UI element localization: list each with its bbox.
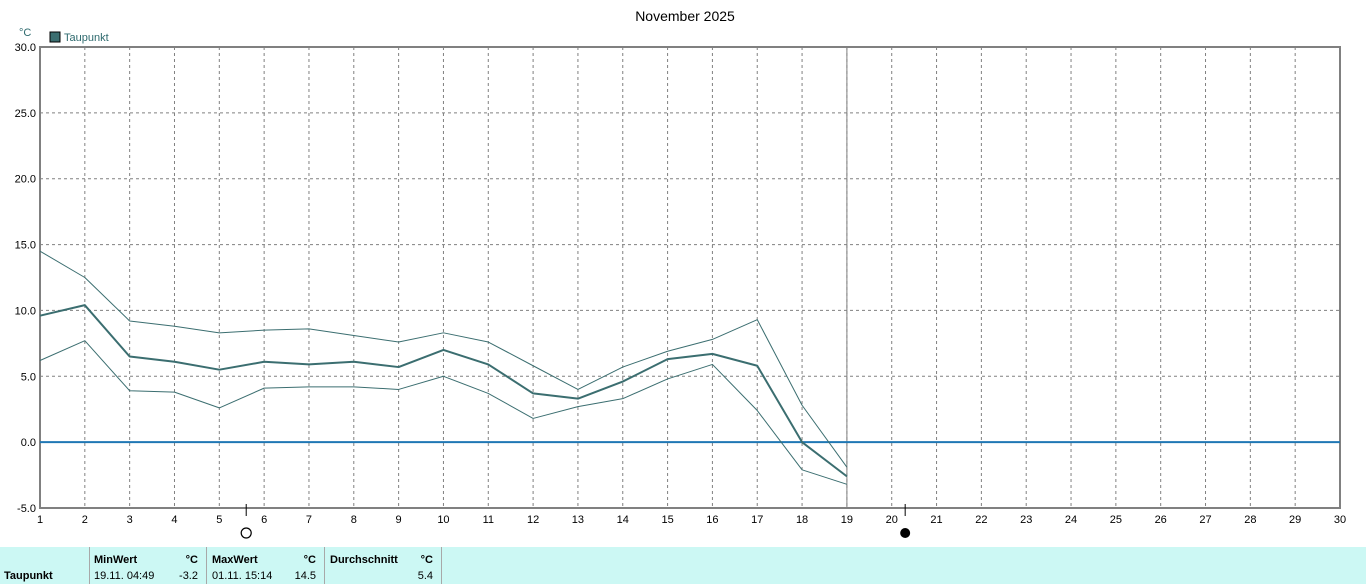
stats-max-cell: MaxWert °C 01.11. 15:14 14.5: [207, 547, 325, 584]
x-tick-label: 22: [975, 514, 987, 526]
y-tick-label: 25.0: [15, 108, 36, 120]
y-axis-unit: °C: [19, 27, 31, 39]
x-tick-label: 16: [706, 514, 718, 526]
plot-frame: [39, 46, 1341, 509]
x-tick-label: 10: [437, 514, 449, 526]
x-tick-label: 26: [1155, 514, 1167, 526]
x-tick-label: 12: [527, 514, 539, 526]
stats-bar: Taupunkt MinWert °C 19.11. 04:49 -3.2 Ma…: [0, 547, 1366, 584]
x-tick-label: 6: [261, 514, 267, 526]
new-moon-icon: [900, 528, 911, 538]
series-line-mean: [39, 304, 848, 478]
x-tick-label: 30: [1334, 514, 1346, 526]
y-tick-label: 20.0: [15, 174, 36, 186]
x-tick-label: 14: [617, 514, 629, 526]
stats-row-label-cell: Taupunkt: [0, 547, 90, 584]
legend-label: Taupunkt: [64, 32, 109, 44]
stats-max-datetime: 01.11. 15:14: [212, 570, 273, 582]
legend-swatch: [49, 31, 61, 43]
y-tick-label: 10.0: [15, 305, 36, 317]
grid: [40, 47, 1340, 508]
stats-avg-cell: Durchschnitt °C 5.4: [325, 547, 442, 584]
stats-min-unit: °C: [185, 554, 198, 566]
x-tick-label: 19: [841, 514, 853, 526]
y-tick-label: 15.0: [15, 240, 36, 252]
x-tick-label: 27: [1199, 514, 1211, 526]
dewpoint-chart: November 2025 °C Taupunkt 1 2 3 4 5 6 7 8 9 10 11 1…: [15, 8, 1347, 539]
series-line-min: [39, 340, 848, 485]
x-tick-label: 2: [82, 514, 88, 526]
stats-max-value: 14.5: [294, 570, 316, 582]
x-tick-label: 17: [751, 514, 763, 526]
x-tick-label: 1: [37, 514, 43, 526]
y-tick-label: 30.0: [15, 42, 36, 54]
y-tick-label: 0.0: [21, 437, 36, 449]
x-tick-label: 24: [1065, 514, 1077, 526]
x-tick-label: 29: [1289, 514, 1301, 526]
series-line-max: [39, 250, 848, 468]
stats-min-value: -3.2: [179, 570, 198, 582]
stats-max-header: MaxWert: [212, 554, 258, 566]
y-tick-label: 5.0: [21, 371, 36, 383]
x-tick-label: 4: [171, 514, 177, 526]
x-tick-label: 23: [1020, 514, 1032, 526]
x-tick-label: 3: [127, 514, 133, 526]
x-tick-label: 18: [796, 514, 808, 526]
stats-avg-unit: °C: [420, 554, 433, 566]
x-tick-label: 5: [216, 514, 222, 526]
x-tick-label: 28: [1244, 514, 1256, 526]
x-tick-label: 13: [572, 514, 584, 526]
chart-title: November 2025: [635, 8, 735, 24]
x-tick-label: 15: [661, 514, 673, 526]
x-tick-label: 7: [306, 514, 312, 526]
x-tick-label: 8: [351, 514, 357, 526]
y-tick-label: -5.0: [17, 503, 36, 515]
full-moon-icon: [240, 527, 252, 539]
stats-avg-value: 5.4: [417, 570, 433, 582]
x-tick-label: 20: [886, 514, 898, 526]
axes: 1 2 3 4 5 6 7 8 9 10 11 12 13 14 15 16 17 18 19 20 21 22 23 24 2…: [15, 42, 1347, 526]
stats-min-header: MinWert: [94, 554, 138, 566]
stats-avg-header: Durchschnitt: [330, 554, 398, 566]
x-tick-label: 25: [1110, 514, 1122, 526]
stats-row-label: Taupunkt: [4, 570, 53, 582]
x-tick-label: 11: [483, 514, 494, 526]
stats-min-datetime: 19.11. 04:49: [94, 570, 155, 582]
x-tick-label: 21: [930, 514, 942, 526]
x-tick-label: 9: [396, 514, 402, 526]
series: [39, 250, 1340, 485]
moon-phase-markers: [240, 504, 911, 539]
stats-min-cell: MinWert °C 19.11. 04:49 -3.2: [90, 547, 207, 584]
stats-max-unit: °C: [303, 554, 316, 566]
